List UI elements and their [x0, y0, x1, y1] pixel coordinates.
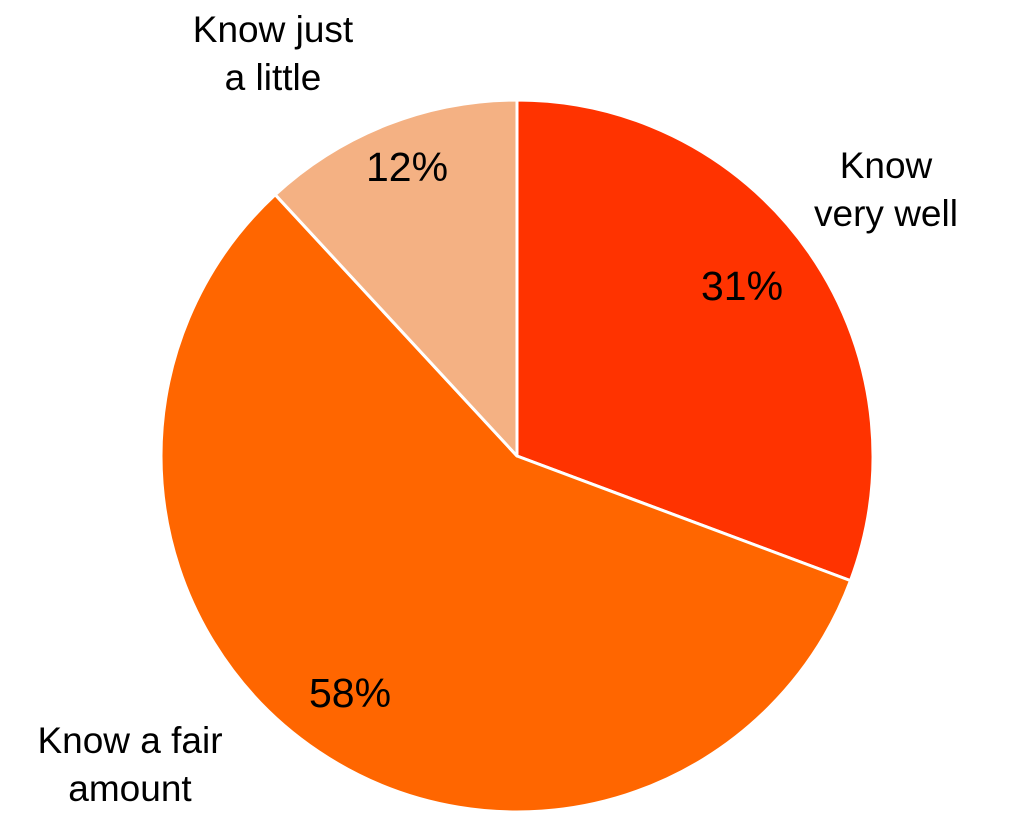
category-labels: Know very well Know a fair amount Know just a… [37, 9, 958, 809]
slice-just-little-category-label-line: a little [225, 57, 322, 98]
value-labels: 31% 58% 12% [309, 144, 783, 716]
slice-very-well-category-label: Know very well [814, 145, 958, 234]
slice-fair-amount [159, 193, 852, 814]
slice-just-little-category-label-line: Know just [193, 9, 354, 50]
pie-slices [159, 98, 875, 814]
slice-fair-amount-category-label-line: Know a fair [37, 720, 222, 761]
slice-very-well-value-label: 31% [701, 263, 783, 309]
slice-very-well [515, 98, 875, 583]
slice-just-little [273, 98, 519, 458]
slice-fair-amount-category-label: Know a fair amount [37, 720, 222, 809]
slice-fair-amount-value-label: 58% [309, 670, 391, 716]
slice-just-little-value-label: 12% [366, 144, 448, 190]
slice-just-little-category-label: Know just a little [193, 9, 354, 98]
slice-fair-amount-category-label-line: amount [68, 768, 192, 809]
slice-very-well-category-label-line: Know [840, 145, 933, 186]
slice-very-well-category-label-line: very well [814, 193, 958, 234]
